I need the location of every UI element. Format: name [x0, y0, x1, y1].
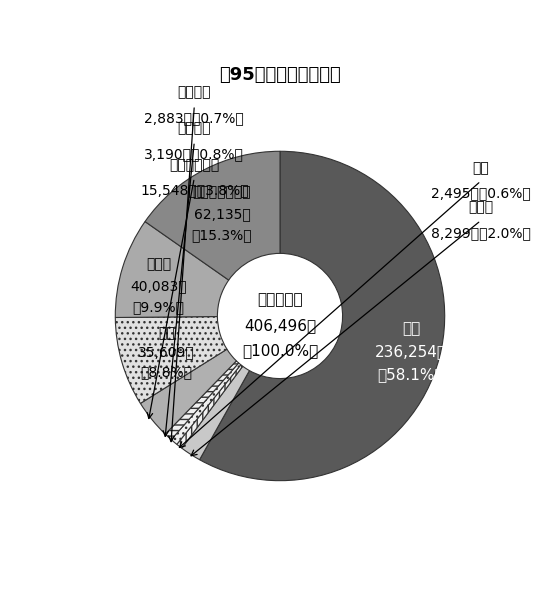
Wedge shape — [141, 349, 236, 434]
Wedge shape — [115, 222, 228, 317]
Text: その他: その他 — [468, 201, 493, 214]
Text: 2,495人（0.6%）: 2,495人（0.6%） — [431, 187, 531, 201]
Text: 病院: 病院 — [402, 320, 420, 335]
Text: 35,609人: 35,609人 — [138, 346, 194, 359]
Text: （100.0%）: （100.0%） — [242, 343, 318, 358]
Text: 交通: 交通 — [158, 326, 175, 340]
Text: （8.8%）: （8.8%） — [140, 365, 192, 379]
Text: 電気: 電気 — [473, 161, 489, 175]
Wedge shape — [177, 365, 242, 448]
Wedge shape — [199, 152, 445, 480]
Text: （15.3%）: （15.3%） — [192, 228, 252, 243]
Text: 宅地造成: 宅地造成 — [178, 122, 211, 135]
Text: 40,083人: 40,083人 — [130, 279, 187, 293]
Text: 236,254人: 236,254人 — [375, 344, 447, 359]
Text: 8,299人（2.0%）: 8,299人（2.0%） — [431, 226, 531, 240]
Text: 下水道: 下水道 — [146, 258, 171, 271]
Text: 観光施設: 観光施設 — [178, 86, 211, 99]
Wedge shape — [182, 366, 249, 459]
Text: 62,135人: 62,135人 — [194, 207, 250, 221]
Wedge shape — [171, 363, 241, 444]
Text: 水道（合簡水）: 水道（合簡水） — [193, 186, 251, 199]
Text: 3,190人（0.8%）: 3,190人（0.8%） — [144, 147, 244, 161]
Text: 406,496人: 406,496人 — [244, 318, 316, 334]
Text: 職　員　数: 職 員 数 — [257, 292, 303, 307]
Text: 15,548人（3.8%）: 15,548人（3.8%） — [140, 183, 249, 198]
Text: 介護サービス: 介護サービス — [169, 158, 220, 172]
Wedge shape — [165, 361, 239, 440]
Text: （9.9%）: （9.9%） — [133, 300, 184, 314]
Wedge shape — [115, 316, 227, 403]
Text: 2,883人（0.7%）: 2,883人（0.7%） — [144, 111, 244, 125]
Text: （58.1%）: （58.1%） — [377, 367, 444, 382]
Text: 第95図　職員数の状況: 第95図 職員数の状況 — [219, 66, 341, 84]
Wedge shape — [145, 152, 280, 280]
